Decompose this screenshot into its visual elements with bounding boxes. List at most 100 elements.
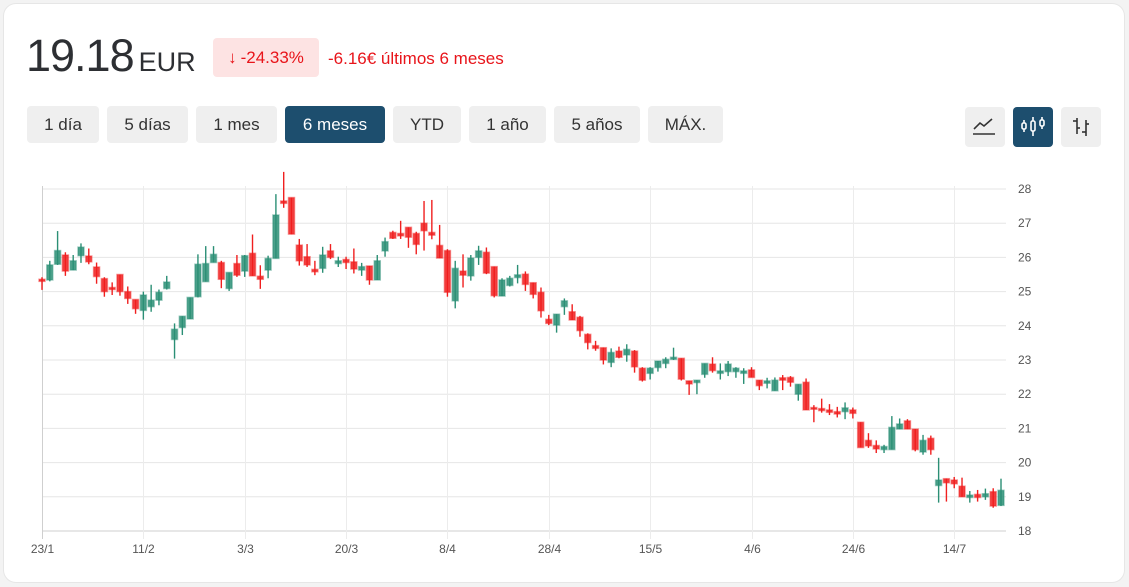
candle-down	[459, 254, 467, 288]
candle-body	[85, 255, 93, 263]
candle-body	[272, 214, 280, 260]
candle-up	[981, 488, 990, 500]
candle-up	[966, 490, 974, 503]
candlestick-chart-button[interactable]	[1013, 107, 1053, 147]
x-tick-label: 24/6	[842, 542, 866, 556]
candle-body	[53, 249, 62, 265]
candle-body	[77, 246, 85, 257]
candle-body	[124, 290, 132, 300]
candle-body	[654, 360, 662, 369]
range-1-month-button[interactable]: 1 mes	[196, 106, 277, 143]
candle-up	[934, 457, 943, 503]
candle-down	[537, 287, 545, 318]
candle-down	[584, 333, 592, 350]
candle-body	[864, 439, 873, 447]
candle-down	[311, 260, 319, 276]
candle-body	[61, 254, 70, 272]
candle-body	[693, 379, 701, 384]
candle-up	[381, 237, 389, 257]
candle-body	[396, 232, 405, 237]
candle-body	[334, 260, 343, 265]
candle-up	[693, 379, 701, 395]
candle-body	[825, 409, 834, 414]
range-ytd-button[interactable]: YTD	[393, 106, 461, 143]
candle-up	[506, 275, 514, 287]
change-percent: -24.33%	[240, 47, 304, 67]
candle-body	[256, 275, 265, 281]
stock-card	[4, 4, 1124, 582]
candle-up	[209, 246, 218, 264]
candle-body	[186, 296, 194, 320]
candle-down	[630, 350, 639, 373]
candle-body	[342, 258, 350, 264]
candle-down	[950, 476, 958, 489]
candle-down	[568, 304, 576, 321]
candlestick-icon	[1021, 117, 1045, 136]
candle-up	[240, 254, 249, 277]
candle-body	[716, 370, 725, 375]
candle-down	[755, 379, 764, 391]
y-tick-label: 23	[1018, 353, 1032, 367]
y-tick-label: 20	[1018, 456, 1032, 470]
range-max-button[interactable]: MÁX.	[648, 106, 723, 143]
range-5-years-button[interactable]: 5 años	[554, 106, 640, 143]
candle-down	[342, 256, 350, 270]
candle-down	[404, 226, 413, 248]
candle-down	[747, 367, 756, 379]
candle-body	[888, 426, 896, 451]
change-percent-badge: ↓ -24.33%	[213, 38, 319, 77]
candle-down	[248, 234, 257, 277]
candle-down	[856, 421, 865, 449]
candle-body	[498, 279, 506, 297]
candle-down	[412, 231, 420, 255]
candle-body	[856, 421, 865, 449]
candle-body	[451, 267, 459, 302]
candle-up	[623, 344, 631, 362]
x-tick-label: 23/1	[31, 542, 55, 556]
y-tick-label: 22	[1018, 387, 1032, 401]
candle-down	[638, 367, 647, 382]
candle-body	[778, 377, 787, 381]
candle-body	[46, 264, 54, 281]
arrow-down-icon: ↓	[228, 47, 237, 67]
range-6-months-button[interactable]: 6 meses	[285, 106, 385, 143]
candle-body	[147, 299, 155, 308]
candle-body	[810, 406, 818, 410]
candle-body	[700, 362, 709, 376]
candle-body	[474, 250, 483, 259]
candle-down	[389, 230, 397, 239]
candle-down	[396, 220, 405, 239]
axis-labels: 18 19 20 21 22 23 24 25 26 27 28 23/1 11/2 3/3 20/3 8/4…	[31, 182, 1032, 556]
ohlc-chart-button[interactable]	[1061, 107, 1101, 147]
range-1-day-button[interactable]: 1 día	[27, 106, 99, 143]
candle-body	[108, 286, 116, 291]
candle-up	[467, 255, 475, 281]
candle-down	[786, 376, 795, 387]
range-5-days-button[interactable]: 5 días	[107, 106, 188, 143]
candle-down	[85, 248, 93, 265]
candle-body	[389, 231, 397, 239]
line-chart-button[interactable]	[965, 107, 1005, 147]
candle-body	[420, 222, 428, 232]
candle-body	[155, 291, 163, 301]
candle-up	[732, 367, 740, 378]
candle-body	[233, 262, 241, 276]
candle-body	[755, 379, 764, 387]
candle-body	[513, 274, 522, 279]
candle-down	[521, 271, 530, 291]
candle-up	[880, 444, 888, 454]
candle-body	[763, 380, 771, 385]
candle-up	[919, 434, 927, 455]
range-1-year-button[interactable]: 1 año	[469, 106, 546, 143]
candle-body	[365, 265, 374, 281]
candle-down	[116, 273, 124, 296]
candle-down	[833, 406, 842, 418]
price-currency: EUR	[138, 47, 196, 77]
candle-up	[739, 368, 748, 384]
candle-body	[958, 485, 966, 498]
candle-down	[864, 433, 873, 448]
candle-up	[763, 377, 771, 389]
candle-body	[303, 255, 311, 266]
x-tick-label: 8/4	[439, 542, 456, 556]
candle-body	[428, 231, 436, 236]
